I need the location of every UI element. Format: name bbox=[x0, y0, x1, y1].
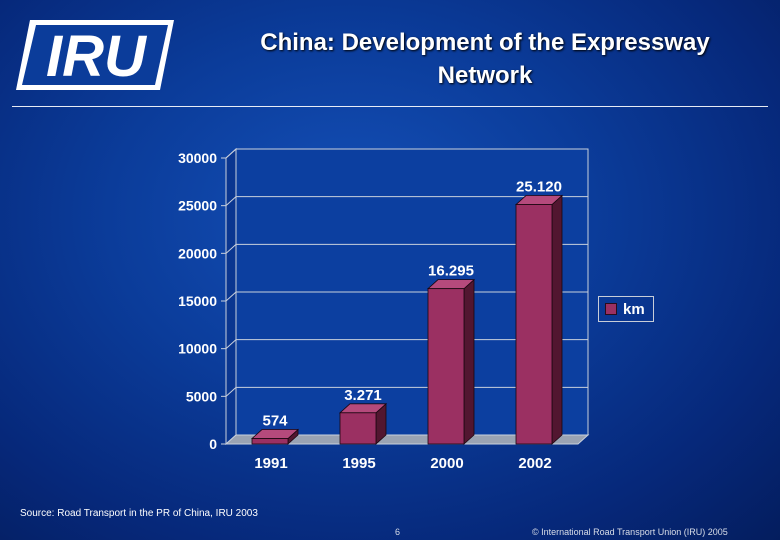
chart-legend: km bbox=[598, 296, 654, 322]
bar-side bbox=[463, 278, 475, 445]
data-label: 25.120 bbox=[516, 179, 562, 196]
logo-text: IRU bbox=[46, 24, 148, 89]
gridline-side bbox=[225, 386, 237, 397]
gridline-side bbox=[225, 196, 237, 207]
y-tick-label: 15000 bbox=[178, 293, 217, 309]
bar-2000 bbox=[427, 288, 465, 445]
y-tick-label: 25000 bbox=[178, 198, 217, 214]
iru-logo: IRU bbox=[16, 20, 174, 90]
data-label: 3.271 bbox=[344, 387, 382, 404]
title-line-2: Network bbox=[437, 62, 533, 89]
data-label: 574 bbox=[262, 413, 288, 430]
x-tick-label: 1991 bbox=[254, 455, 287, 472]
header-divider bbox=[12, 106, 768, 107]
legend-swatch bbox=[605, 303, 617, 315]
gridline-side bbox=[225, 291, 237, 302]
x-tick-label: 2002 bbox=[518, 455, 551, 472]
y-tick-label: 20000 bbox=[178, 245, 217, 261]
x-tick-label: 2000 bbox=[430, 455, 463, 472]
y-tick-label: 30000 bbox=[178, 150, 217, 166]
bar-2002 bbox=[515, 204, 553, 445]
bar-1991 bbox=[251, 438, 289, 445]
y-tick-label: 10000 bbox=[178, 341, 217, 357]
copyright-note: © International Road Transport Union (IR… bbox=[532, 527, 728, 537]
bar-side bbox=[551, 194, 563, 445]
gridline-side bbox=[225, 148, 237, 159]
bar-1995 bbox=[339, 412, 377, 445]
x-tick-label: 1995 bbox=[342, 455, 375, 472]
page-number: 6 bbox=[395, 527, 401, 537]
source-note: Source: Road Transport in the PR of Chin… bbox=[20, 508, 258, 519]
legend-label: km bbox=[623, 300, 645, 318]
y-tick-label: 0 bbox=[209, 436, 217, 452]
gridline-side bbox=[225, 339, 237, 350]
gridline-side bbox=[225, 243, 237, 254]
data-label: 16.295 bbox=[428, 263, 474, 280]
title-line-1: China: Development of the Expressway bbox=[260, 29, 710, 56]
page-title: China: Development of the Expressway Net… bbox=[200, 26, 770, 92]
y-tick-label: 5000 bbox=[186, 388, 217, 404]
